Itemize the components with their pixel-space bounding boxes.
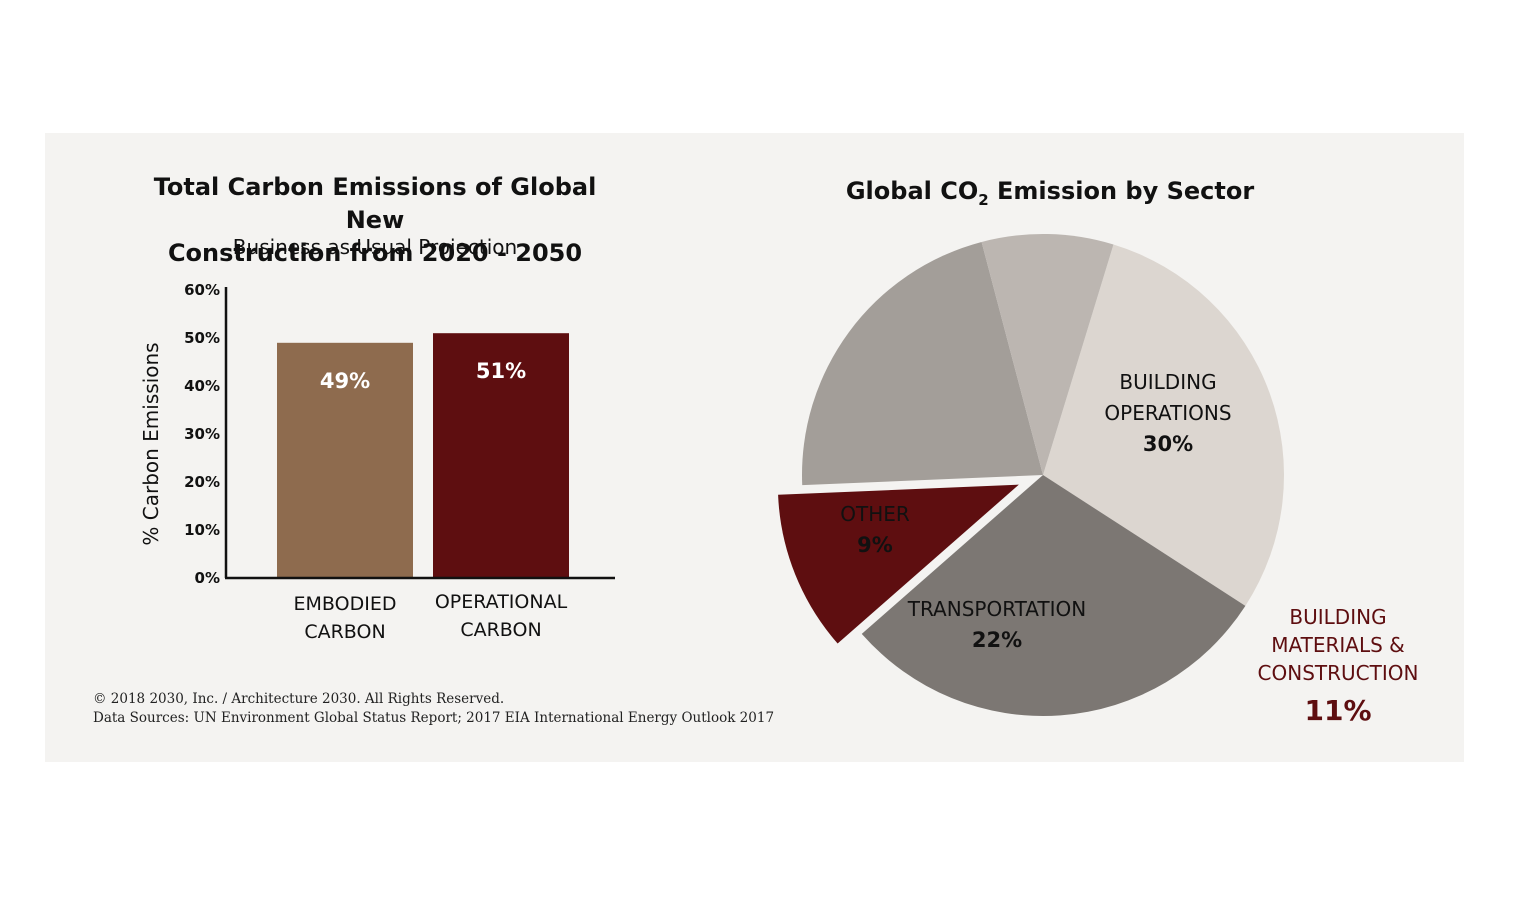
pie-chart: INDUSTRY30%BUILDINGOPERATIONS30%BUILDING… — [778, 234, 1419, 727]
bar-chart: % Carbon Emissions 0% 10% 20% 30% 40% 50% 60% 49… — [139, 281, 615, 643]
category-label: EMBODIED — [294, 593, 397, 615]
bar-value-label: 51% — [476, 359, 526, 383]
bar-chart-title: Total Carbon Emissions of Global New Con… — [135, 171, 615, 270]
slice-percent: 9% — [857, 533, 893, 557]
pie-title-suffix: Emission by Sector — [988, 177, 1255, 205]
pie-chart-title: Global CO2 Emission by Sector — [820, 177, 1280, 209]
category-label: CARBON — [304, 621, 385, 643]
y-axis-label: % Carbon Emissions — [139, 342, 163, 545]
slice-label: BUILDING — [1119, 370, 1216, 394]
bar-2 — [433, 333, 569, 578]
slice-label: TRANSPORTATION — [907, 597, 1087, 621]
y-tick-label: 0% — [195, 569, 220, 587]
bar-chart-subtitle: Business as Usual Projection — [232, 235, 518, 259]
pie-slice-4 — [802, 241, 1043, 486]
slice-percent: 22% — [972, 628, 1022, 652]
y-tick-label: 20% — [184, 473, 220, 491]
y-tick-label: 40% — [184, 377, 220, 395]
slice-label: BUILDING — [1289, 605, 1386, 629]
pie-title-subscript: 2 — [978, 190, 989, 209]
slice-label: OTHER — [840, 502, 910, 526]
pie-title-prefix: Global CO — [845, 177, 979, 205]
y-tick-label: 10% — [184, 521, 220, 539]
footer: © 2018 2030, Inc. / Architecture 2030. A… — [93, 690, 774, 728]
copyright-text: © 2018 2030, Inc. / Architecture 2030. A… — [93, 691, 505, 707]
y-tick-label: 60% — [184, 281, 220, 299]
bar-1 — [277, 342, 413, 578]
slice-label: MATERIALS & — [1271, 633, 1405, 657]
y-tick-label: 30% — [184, 425, 220, 443]
bar-chart-title-line-1: Total Carbon Emissions of Global New — [153, 173, 597, 234]
slice-percent: 30% — [1143, 432, 1193, 456]
infographic-panel: Total Carbon Emissions of Global New Con… — [45, 133, 1464, 762]
category-label: CARBON — [460, 619, 541, 641]
category-label: OPERATIONAL — [435, 591, 568, 613]
pie-slice-1 — [1043, 244, 1284, 606]
pie-slice-3 — [778, 484, 1019, 644]
slice-label: CONSTRUCTION — [1258, 661, 1419, 685]
slice-percent: 11% — [1304, 694, 1371, 727]
pie-slice-2 — [861, 475, 1246, 716]
data-sources-text: Data Sources: UN Environment Global Stat… — [93, 710, 775, 726]
pie-slice-5 — [981, 234, 1114, 475]
y-tick-label: 50% — [184, 329, 220, 347]
slice-label: OPERATIONS — [1104, 401, 1231, 425]
bar-value-label: 49% — [320, 369, 370, 393]
bar-chart-title-line-2: Construction from 2020 - 2050 — [167, 239, 583, 267]
